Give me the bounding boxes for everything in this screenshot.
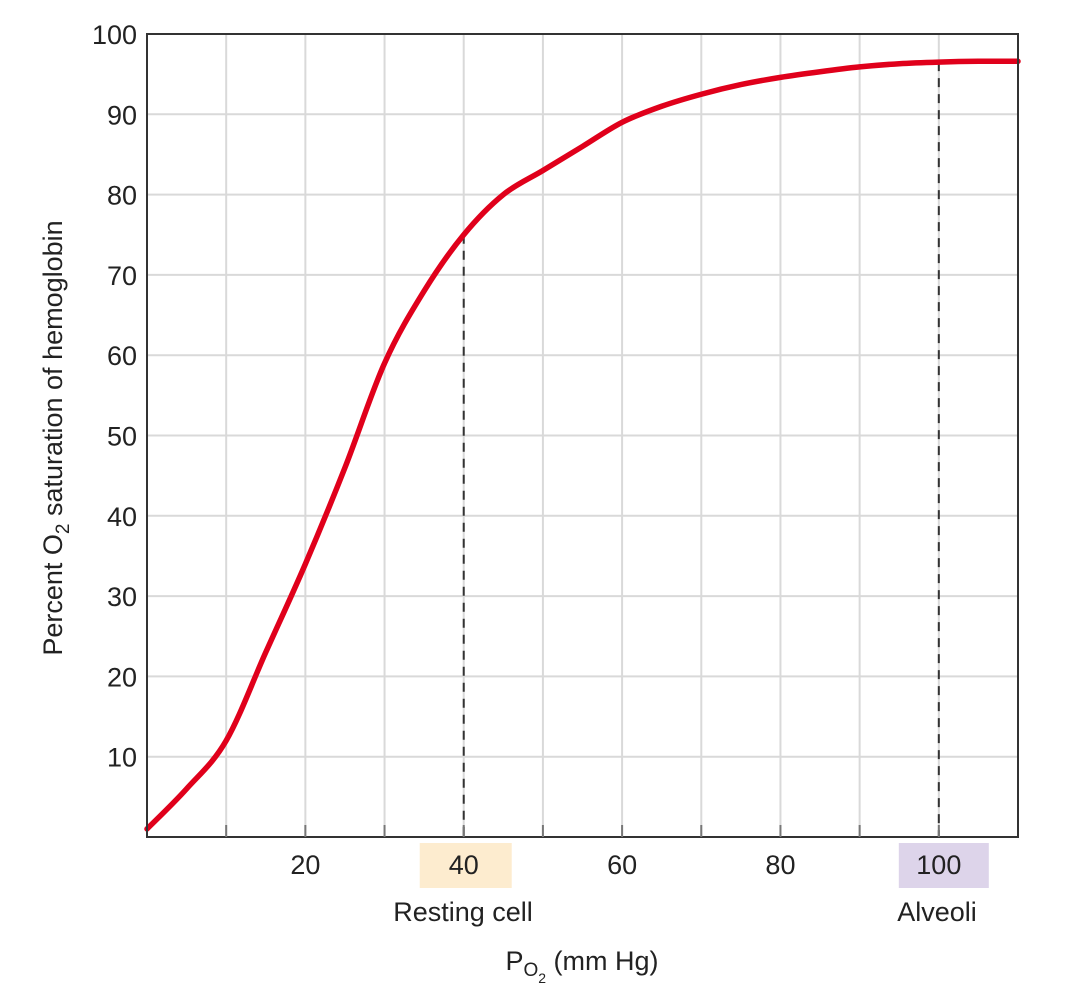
x-tick-label: 100 [916,850,961,880]
reference-lines [462,62,940,837]
annotation-alveoli: Alveoli [897,897,977,927]
y-tick-label: 50 [107,422,137,452]
y-tick-label: 10 [107,743,137,773]
y-tick-label: 70 [107,261,137,291]
y-tick-label: 90 [107,100,137,130]
y-tick-label: 60 [107,341,137,371]
y-tick-label: 100 [92,20,137,50]
x-tick-label: 80 [765,850,795,880]
y-tick-label: 80 [107,181,137,211]
plot-frame [146,33,1019,838]
y-tick-label: 30 [107,582,137,612]
y-axis-ticks: 10 20 30 40 50 60 70 80 90 100 [92,20,137,773]
annotation-resting-cell: Resting cell [393,897,533,927]
saturation-curve [144,58,1021,832]
y-tick-label: 40 [107,502,137,532]
highlight-100 [898,843,989,888]
grid-lines [147,34,1018,837]
y-axis-title: Percent O2 saturation of hemoglobin [38,220,74,655]
x-axis-title: PO2 (mm Hg) [505,946,658,986]
x-tick-label: 40 [449,850,479,880]
x-axis-ticks: 20 40 60 80 100 [225,825,961,880]
x-tick-label: 60 [607,850,637,880]
y-tick-label: 20 [107,662,137,692]
x-tick-label: 20 [290,850,320,880]
tick-highlights [419,843,989,888]
highlight-40 [419,843,512,888]
